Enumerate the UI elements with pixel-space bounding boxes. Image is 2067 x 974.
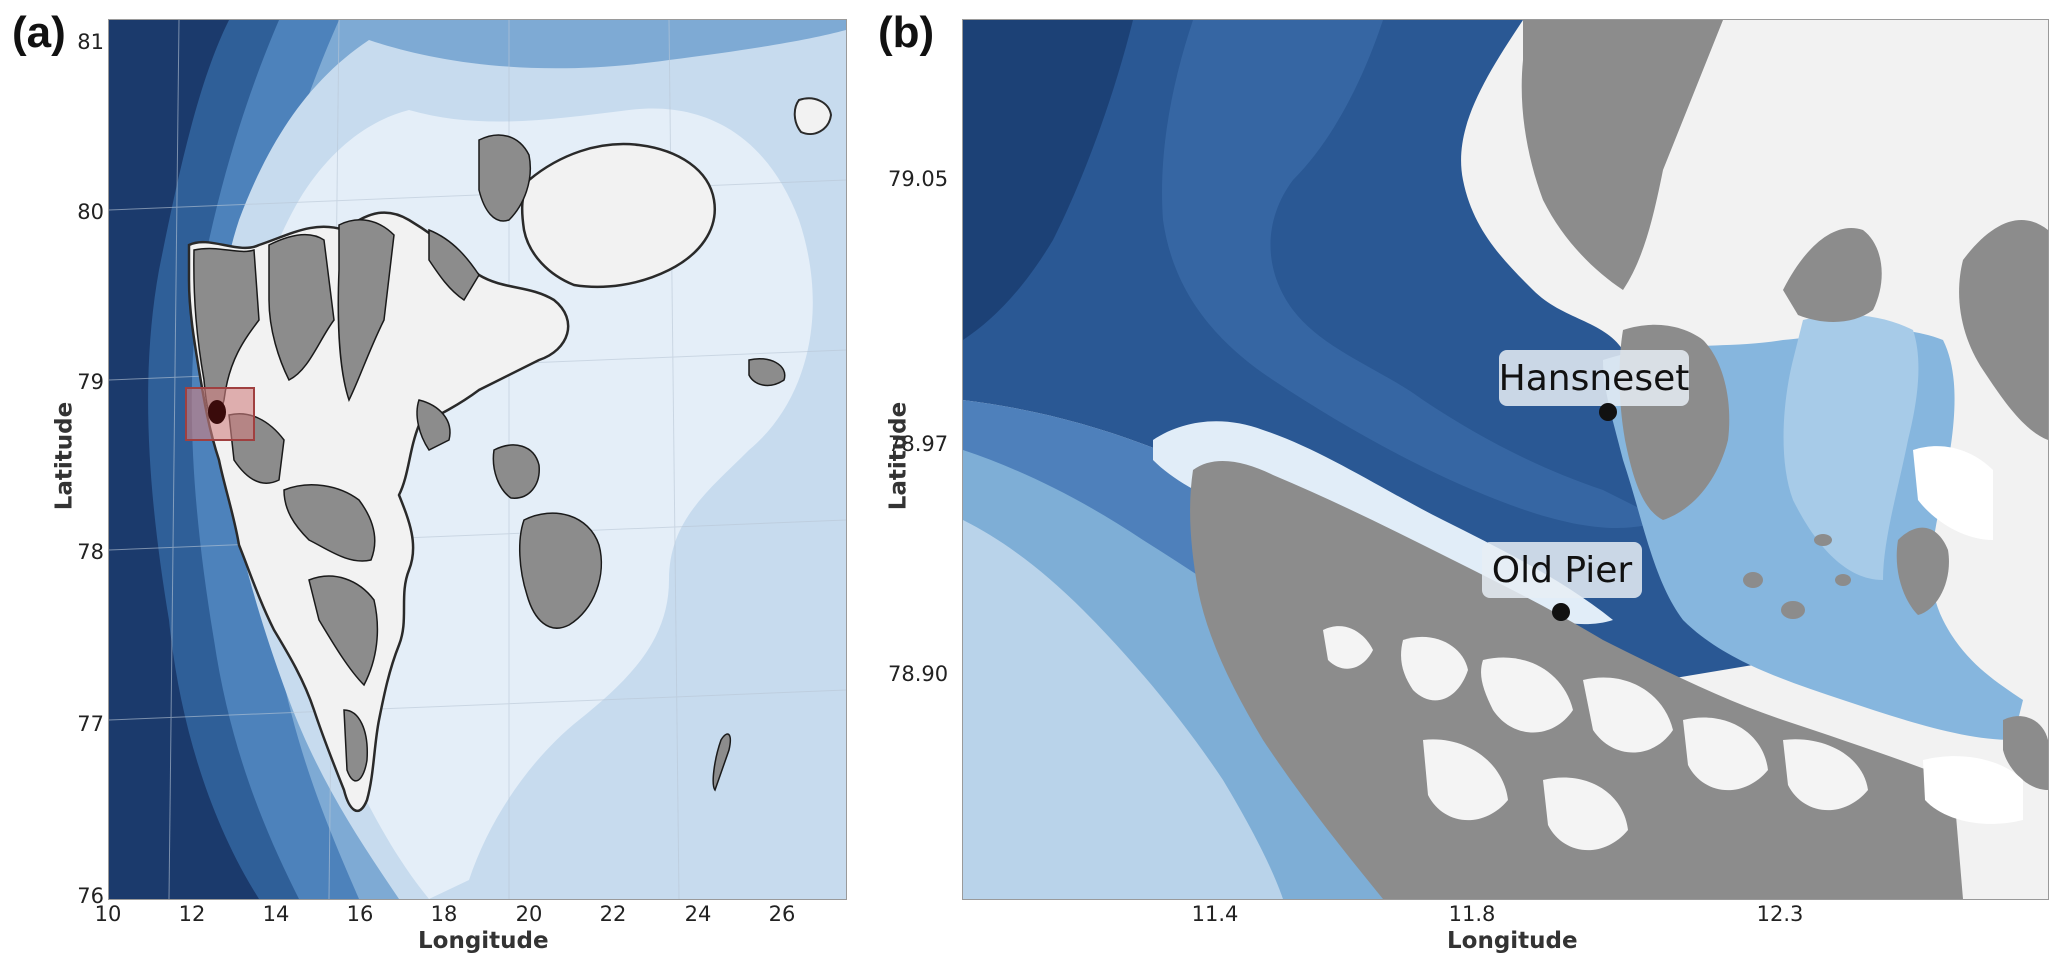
panel-b-xtick: 12.3 — [1756, 902, 1804, 926]
shelf-inner — [963, 520, 1283, 899]
fjord-deep-band — [1162, 20, 1663, 529]
panel-a-xtick: 10 — [94, 902, 122, 926]
panel-b-xtick: 11.8 — [1448, 902, 1496, 926]
east-land-2 — [1959, 220, 2048, 440]
edgeoya-land — [518, 512, 603, 629]
panel-a-ytick: 79 — [77, 370, 104, 394]
lovenoyane-islands — [1743, 534, 1851, 619]
brogger-glaciers — [1323, 626, 1868, 851]
panel-a-ytick: 80 — [77, 200, 104, 224]
panel-a-xlabel: Longitude — [418, 928, 549, 954]
east-land-1 — [1783, 228, 1882, 322]
panel-b-xtick: 11.4 — [1191, 902, 1239, 926]
panel-a-xtick: 26 — [768, 902, 796, 926]
panel-b-xlabel: Longitude — [1447, 928, 1578, 954]
site-old-pier-label-box — [1482, 542, 1642, 598]
panel-a-xtick: 16 — [346, 902, 374, 926]
panel-b-label: (b) — [878, 8, 935, 57]
nordaustlandet-west — [478, 134, 531, 222]
study-area-marker — [208, 400, 226, 424]
barentsoya-land — [492, 444, 540, 499]
brogger-peninsula-land — [1190, 460, 1963, 899]
panel-a-xtick: 20 — [515, 902, 543, 926]
panel-a-ytick: 76 — [77, 884, 104, 908]
panel-a-xtick: 22 — [599, 902, 627, 926]
panel-a-xtick: 14 — [262, 902, 290, 926]
hopen-island — [712, 733, 732, 792]
nordaustlandet-land — [520, 142, 717, 289]
panel-a-ylabel: Latitude — [51, 401, 78, 511]
panel-b-ytick: 78.90 — [888, 662, 949, 686]
panel-b-map[interactable]: Hansneset Old Pier — [962, 19, 2049, 900]
site-old-pier-label: Old Pier — [1492, 550, 1633, 591]
panel-a-ytick: 77 — [77, 712, 104, 736]
panel-b-bathymetry: Hansneset Old Pier — [963, 20, 2048, 899]
site-hansneset-label-box — [1499, 350, 1689, 406]
fjord-deepest — [963, 20, 1133, 340]
spitsbergen-mountains — [193, 219, 480, 782]
panel-a-ytick: 78 — [77, 540, 104, 564]
kong-karls-land — [748, 358, 786, 387]
site-old-pier-marker — [1552, 603, 1570, 621]
site-hansneset-label: Hansneset — [1499, 358, 1690, 399]
panel-b-ylabel: Latitude — [885, 401, 912, 511]
panel-b-ytick: 78.97 — [888, 432, 949, 456]
east-land-3 — [1896, 527, 1949, 615]
panel-a-xtick: 12 — [178, 902, 206, 926]
tidewater-glacier — [1923, 756, 2023, 824]
inner-fjord-light — [1783, 314, 1919, 580]
panel-a-bathymetry — [109, 20, 846, 899]
inner-fjord-ice — [1913, 446, 1993, 540]
panel-a-label: (a) — [12, 8, 66, 57]
east-land-4 — [2003, 716, 2048, 790]
site-hansneset[interactable]: Hansneset — [1499, 350, 1690, 421]
site-old-pier[interactable]: Old Pier — [1482, 542, 1642, 621]
site-hansneset-marker — [1599, 403, 1617, 421]
panel-a-ytick: 81 — [77, 30, 104, 54]
kvitoya-land — [793, 97, 833, 135]
north-shore-land — [1521, 20, 1723, 290]
panel-b-ytick: 79.05 — [888, 167, 949, 191]
panel-a-xtick: 24 — [684, 902, 712, 926]
panel-a-xtick: 18 — [430, 902, 458, 926]
panel-a-map[interactable] — [108, 19, 847, 900]
